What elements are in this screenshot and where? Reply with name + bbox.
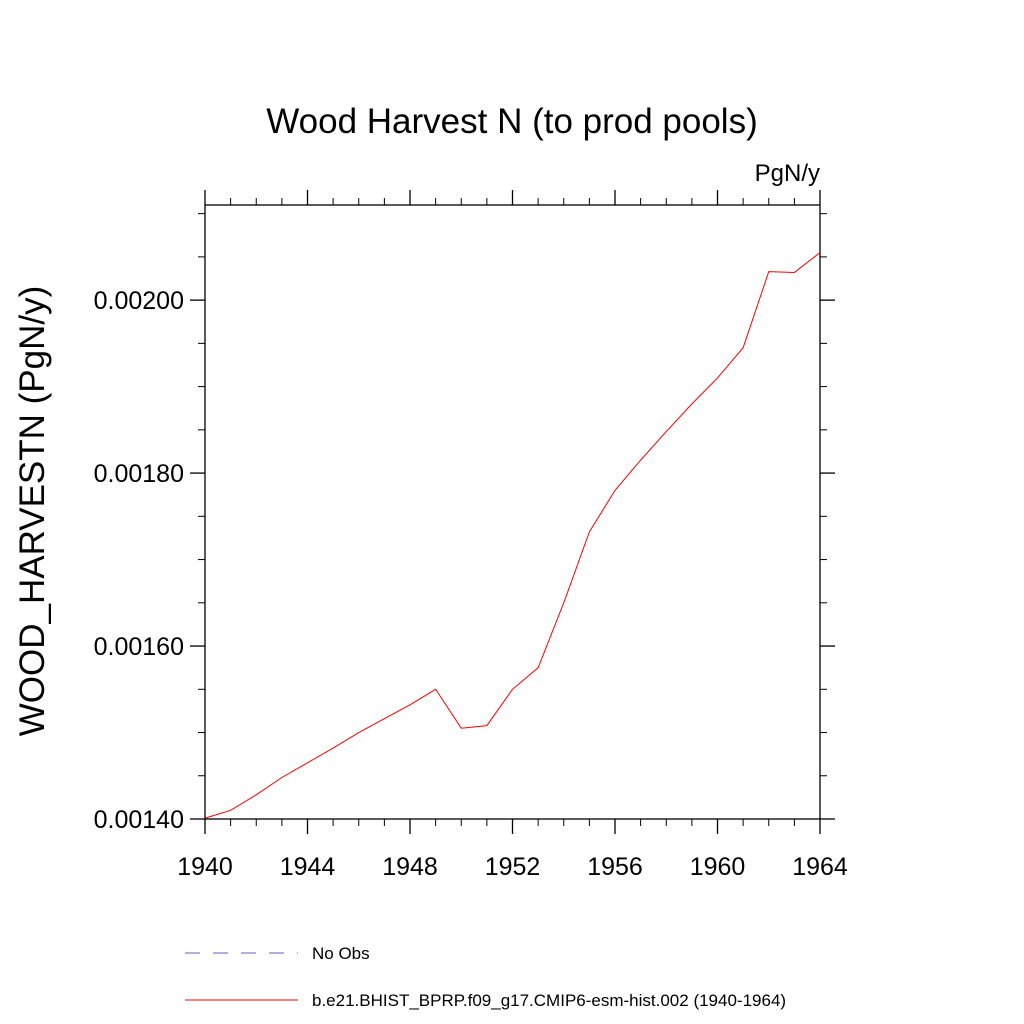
plot-frame bbox=[204, 204, 821, 820]
y-tick-label: 0.00180 bbox=[94, 460, 184, 488]
y-tick-labels: 0.00140 0.00160 0.00180 0.00200 bbox=[94, 287, 184, 834]
legend: No Obs b.e21.BHIST_BPRP.f09_g17.CMIP6-esm… bbox=[185, 944, 786, 1010]
x-tick-labels: 1940 1944 1948 1952 1956 1960 1964 bbox=[177, 853, 848, 881]
x-tick-label: 1952 bbox=[485, 853, 541, 881]
legend-label: b.e21.BHIST_BPRP.f09_g17.CMIP6-esm-hist.… bbox=[312, 991, 786, 1010]
x-tick-label: 1956 bbox=[587, 853, 643, 881]
units-label: PgN/y bbox=[755, 160, 820, 187]
y-tick-label: 0.00160 bbox=[94, 633, 184, 661]
series-line bbox=[204, 252, 821, 819]
y-tick-label: 0.00200 bbox=[94, 287, 184, 315]
series-lines bbox=[204, 252, 821, 819]
x-tick-label: 1948 bbox=[382, 853, 438, 881]
x-tick-label: 1964 bbox=[792, 853, 848, 881]
x-tick-label: 1960 bbox=[690, 853, 746, 881]
y-axis-label: WOOD_HARVESTN (PgN/y) bbox=[13, 286, 52, 737]
legend-label: No Obs bbox=[312, 944, 370, 963]
chart-title: Wood Harvest N (to prod pools) bbox=[266, 102, 758, 141]
y-tick-label: 0.00140 bbox=[94, 806, 184, 834]
x-tick-label: 1944 bbox=[280, 853, 336, 881]
x-tick-label: 1940 bbox=[177, 853, 233, 881]
axis-ticks bbox=[190, 190, 835, 834]
